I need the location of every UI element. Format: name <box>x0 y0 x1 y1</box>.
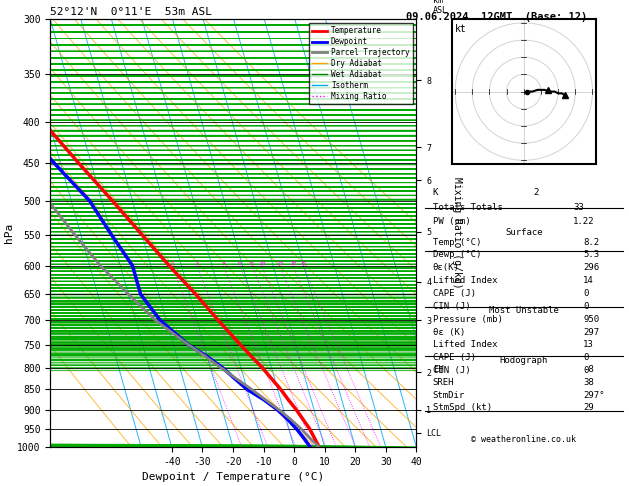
Text: 2: 2 <box>533 188 539 197</box>
Text: θε (K): θε (K) <box>433 328 465 336</box>
Text: Dewp (°C): Dewp (°C) <box>433 250 481 260</box>
Text: CIN (J): CIN (J) <box>433 366 470 375</box>
Text: 20: 20 <box>289 260 297 266</box>
Text: 297: 297 <box>583 328 599 336</box>
Text: 8: 8 <box>250 260 254 266</box>
Text: StmDir: StmDir <box>433 391 465 399</box>
Text: 0: 0 <box>583 289 589 298</box>
Text: Temp (°C): Temp (°C) <box>433 238 481 246</box>
Text: Totals Totals: Totals Totals <box>433 203 503 212</box>
Text: 25: 25 <box>299 260 307 266</box>
Text: Hodograph: Hodograph <box>499 356 548 365</box>
Text: 14: 14 <box>583 276 594 285</box>
Text: 10: 10 <box>258 260 265 266</box>
Text: Lifted Index: Lifted Index <box>433 340 498 349</box>
Text: 0: 0 <box>583 366 589 375</box>
Text: 33: 33 <box>573 203 584 212</box>
Text: 5.3: 5.3 <box>583 250 599 260</box>
Text: 4: 4 <box>221 260 225 266</box>
Text: 52°12'N  0°11'E  53m ASL: 52°12'N 0°11'E 53m ASL <box>50 7 213 17</box>
Text: 09.06.2024  12GMT  (Base: 12): 09.06.2024 12GMT (Base: 12) <box>406 12 587 22</box>
X-axis label: Dewpoint / Temperature (°C): Dewpoint / Temperature (°C) <box>142 472 325 483</box>
Text: PW (cm): PW (cm) <box>433 217 470 226</box>
Text: Most Unstable: Most Unstable <box>489 306 559 315</box>
Text: 6: 6 <box>238 260 242 266</box>
Text: © weatheronline.co.uk: © weatheronline.co.uk <box>471 435 576 445</box>
Text: km
ASL: km ASL <box>433 0 448 15</box>
Text: Lifted Index: Lifted Index <box>433 276 498 285</box>
Text: EH: EH <box>433 365 443 374</box>
Text: CAPE (J): CAPE (J) <box>433 289 476 298</box>
Text: 0: 0 <box>583 353 589 362</box>
Text: θε(K): θε(K) <box>433 263 460 272</box>
Legend: Temperature, Dewpoint, Parcel Trajectory, Dry Adiabat, Wet Adiabat, Isotherm, Mi: Temperature, Dewpoint, Parcel Trajectory… <box>309 23 413 104</box>
Text: 15: 15 <box>276 260 283 266</box>
Text: 0: 0 <box>583 302 589 311</box>
Text: 13: 13 <box>583 340 594 349</box>
Text: 297°: 297° <box>583 391 604 399</box>
Text: 29: 29 <box>583 403 594 412</box>
Text: 1.22: 1.22 <box>573 217 595 226</box>
Text: 2: 2 <box>195 260 199 266</box>
Text: kt: kt <box>455 24 466 34</box>
Text: StmSpd (kt): StmSpd (kt) <box>433 403 492 412</box>
Text: 38: 38 <box>583 378 594 387</box>
Text: CAPE (J): CAPE (J) <box>433 353 476 362</box>
Text: K: K <box>433 188 438 197</box>
Text: CIN (J): CIN (J) <box>433 302 470 311</box>
Text: Surface: Surface <box>505 228 543 237</box>
Text: 296: 296 <box>583 263 599 272</box>
Text: 8.2: 8.2 <box>583 238 599 246</box>
Text: 1: 1 <box>170 260 174 266</box>
Y-axis label: hPa: hPa <box>4 223 14 243</box>
Text: SREH: SREH <box>433 378 454 387</box>
Text: 950: 950 <box>583 315 599 324</box>
Y-axis label: Mixing Ratio (g/kg): Mixing Ratio (g/kg) <box>452 177 462 289</box>
Text: Pressure (mb): Pressure (mb) <box>433 315 503 324</box>
Text: -8: -8 <box>583 365 594 374</box>
